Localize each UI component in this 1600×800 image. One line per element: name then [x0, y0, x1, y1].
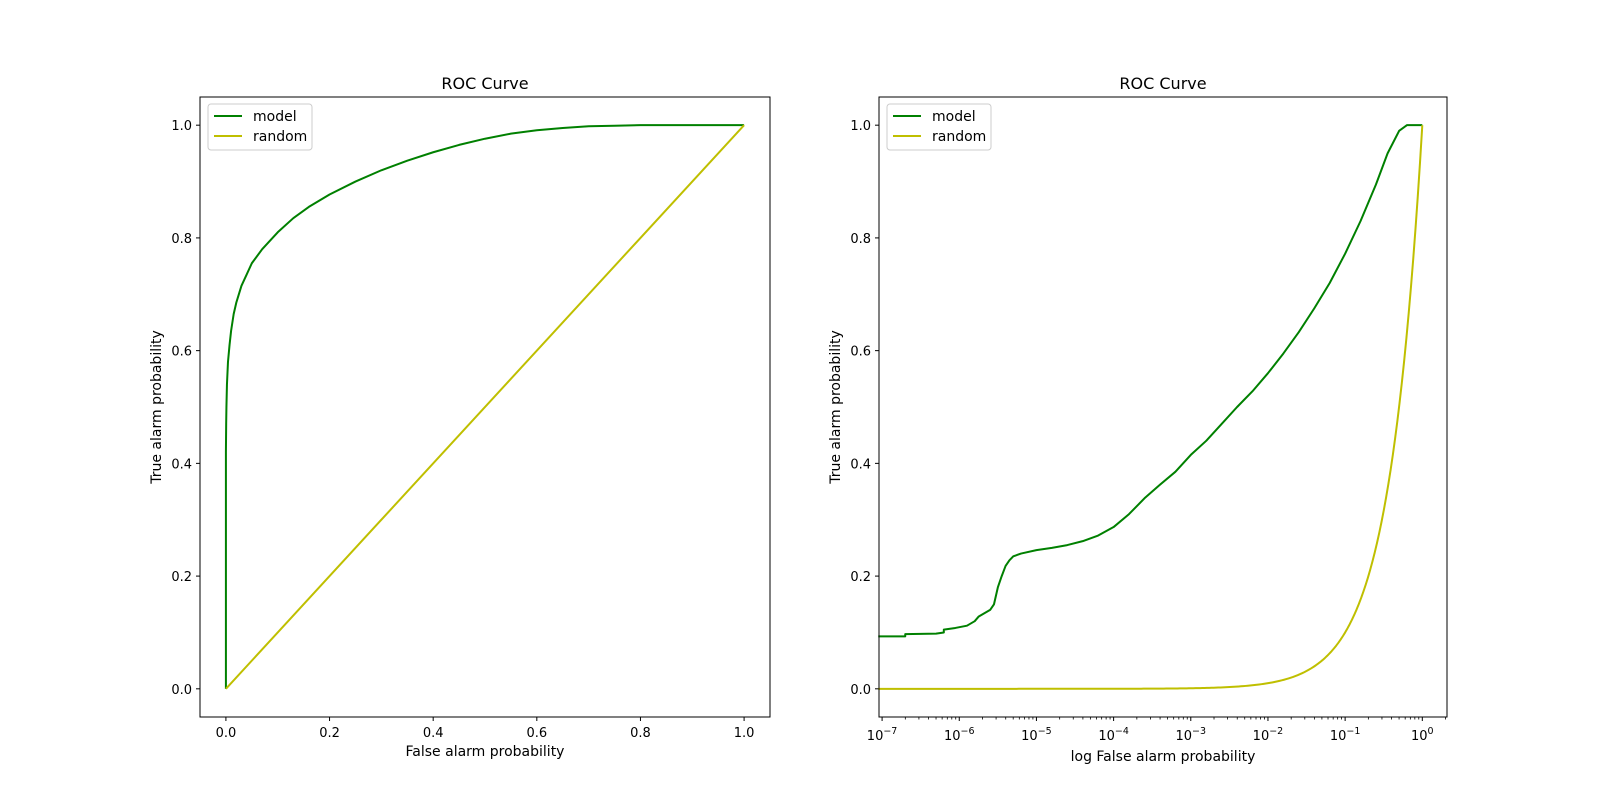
- roc-linear-xtick-label: 0.0: [216, 726, 237, 741]
- roc-log-xtick-label: 10−7: [867, 726, 898, 744]
- roc-log-xtick-label: 100: [1411, 726, 1434, 744]
- roc-log-xtick-label: 10−2: [1253, 726, 1284, 744]
- roc-linear-axes: ROC Curve 0.0 0.2 0.4 0.6 0.8 1.0 0.0 0.2 0.4 0.6…: [149, 74, 771, 760]
- roc-linear-ytick-label: 0.0: [171, 683, 192, 698]
- roc-linear-legend-model-label: model: [253, 109, 297, 125]
- roc-log-legend-model-label: model: [932, 109, 976, 125]
- roc-linear-series-random: [225, 124, 745, 690]
- roc-log-ytick-label: 0.6: [850, 345, 871, 360]
- roc-log-ytick-label: 0.4: [850, 457, 871, 472]
- roc-linear-legend-random-label: random: [253, 129, 307, 145]
- roc-linear-xtick-label: 0.2: [319, 726, 340, 741]
- roc-linear-title: ROC Curve: [441, 74, 528, 93]
- roc-log-ticks: 0.0 0.2 0.4 0.6 0.8 1.0 10−7 10−6 10−5 10−4 10−3 10…: [850, 119, 1446, 744]
- roc-log-xtick-label: 10−6: [944, 726, 975, 744]
- roc-log-legend-random-label: random: [932, 129, 986, 145]
- roc-linear-xtick-label: 0.4: [423, 726, 444, 741]
- roc-linear-xtick-label: 0.6: [526, 726, 547, 741]
- roc-log-legend: model random: [886, 103, 992, 151]
- roc-log-ylabel: True alarm probability: [828, 330, 844, 485]
- roc-log-series-model: [878, 124, 1423, 638]
- roc-log-ytick-label: 0.2: [850, 570, 871, 585]
- roc-log-xtick-label: 10−3: [1176, 726, 1207, 744]
- roc-linear-ylabel: True alarm probability: [149, 330, 165, 485]
- roc-log-axes: ROC Curve 0.0 0.2 0.4 0.6 0.8 1.0 10−7 10−6 10−5…: [828, 74, 1448, 765]
- roc-log-xtick-label: 10−4: [1098, 726, 1129, 744]
- roc-log-title: ROC Curve: [1119, 74, 1206, 93]
- roc-linear-ytick-label: 1.0: [171, 119, 192, 134]
- roc-log-series-random: [878, 125, 1424, 690]
- roc-log-xlabel: log False alarm probability: [1071, 749, 1256, 765]
- roc-linear-legend: model random: [207, 103, 313, 151]
- roc-linear-ytick-label: 0.8: [171, 232, 192, 247]
- roc-log-series: [878, 124, 1424, 690]
- roc-linear-series-model: [224, 124, 745, 689]
- roc-linear-ytick-label: 0.2: [171, 570, 192, 585]
- roc-linear-xlabel: False alarm probability: [406, 744, 565, 760]
- roc-log-xtick-label: 10−5: [1021, 726, 1052, 744]
- roc-log-plot-frame: [878, 96, 1448, 718]
- roc-linear-ticks: 0.0 0.2 0.4 0.6 0.8 1.0 0.0 0.2 0.4 0.6 0.8 1.0: [171, 119, 754, 741]
- roc-log-ytick-label: 0.0: [850, 683, 871, 698]
- roc-linear-xtick-label: 0.8: [630, 726, 651, 741]
- roc-linear-plot-frame: [199, 96, 771, 718]
- roc-linear-xtick-label: 1.0: [734, 726, 755, 741]
- roc-log-ytick-label: 0.8: [850, 232, 871, 247]
- roc-log-xtick-label: 10−1: [1330, 726, 1361, 744]
- roc-linear-series: [224, 124, 745, 690]
- roc-log-ytick-label: 1.0: [850, 119, 871, 134]
- roc-linear-ytick-label: 0.6: [171, 345, 192, 360]
- roc-linear-ytick-label: 0.4: [171, 457, 192, 472]
